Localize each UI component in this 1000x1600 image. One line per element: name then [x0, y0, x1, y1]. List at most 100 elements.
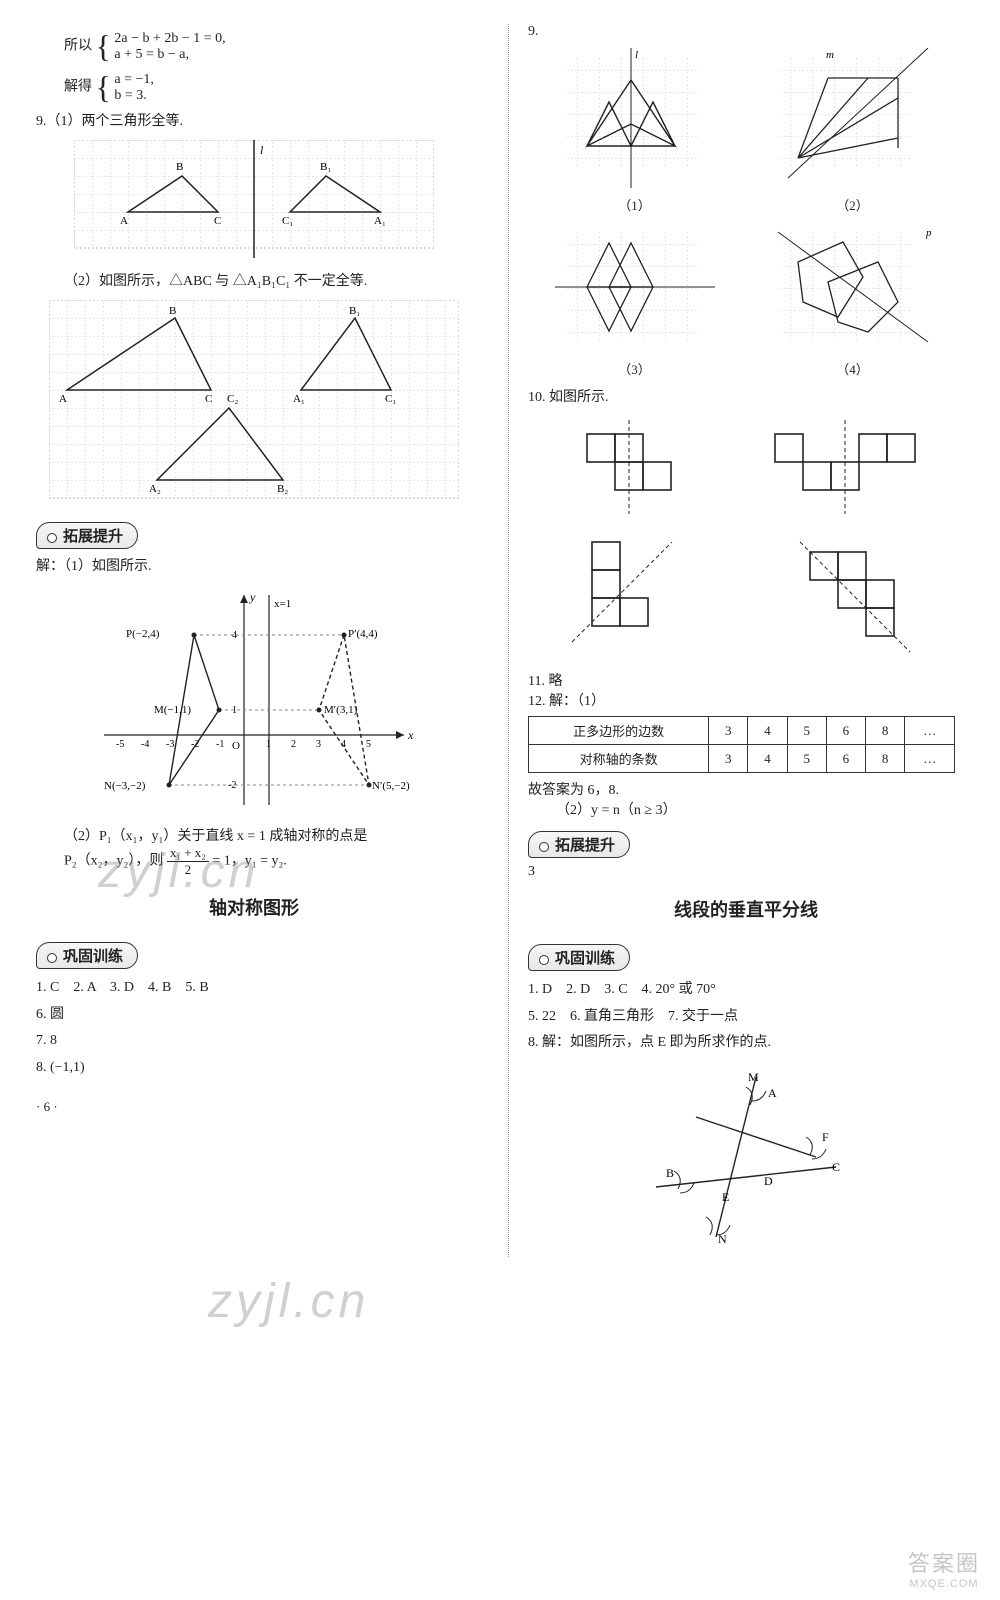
pt-P: P(−2,4)	[126, 628, 160, 640]
brand-watermark: 答案圈 MXQE.COM	[908, 1546, 980, 1590]
ext-part2b-pre: P₂（x₂，y₂），则	[64, 854, 163, 869]
ext-sol-text: 解：（1）如图所示.	[36, 555, 472, 575]
pill-extension-right: 拓展提升	[528, 831, 630, 858]
ext-part2b-post: = 1，y₁ = y₂.	[212, 854, 287, 869]
svg-text:-3: -3	[166, 739, 174, 750]
grid-diagram-1: l A C B A₁ C₁ B₁	[74, 140, 434, 260]
r0c1: 3	[709, 745, 748, 773]
jie-label: 解得	[64, 80, 92, 95]
q9r-label: 9.	[528, 24, 964, 40]
axis-p: p	[925, 227, 932, 239]
right-column: 9. l （1） m	[520, 24, 972, 1257]
ext-part2a: （2）P₁（x₁，y₁）关于直线 x = 1 成轴对称的点是	[64, 825, 472, 845]
lbl-A1: A₁	[374, 215, 386, 227]
c-E: E	[722, 1190, 729, 1204]
pentomino-2	[745, 414, 945, 524]
left-column: 所以 { 2a − b + 2b − 1 = 0, a + 5 = b − a,…	[28, 24, 480, 1257]
polygon-table: 正多边形的边数 3 4 5 6 8 … 对称轴的条数 3 4 5 6 8 …	[528, 716, 955, 773]
svg-text:1: 1	[266, 739, 271, 750]
sol1a: a = −1,	[114, 72, 154, 87]
construction-diagram: M A F B E D C N	[636, 1067, 856, 1247]
q11-text: 11. 略	[528, 670, 964, 690]
pt-Mp: M′(3,1)	[324, 704, 358, 716]
pt-M: M(−1,1)	[154, 704, 191, 716]
svg-text:-4: -4	[141, 739, 149, 750]
g2-A: A	[59, 393, 67, 405]
answers-perp: 1. D 2. D 3. C 4. 20° 或 70° 5. 22 6. 直角三…	[528, 977, 964, 1057]
svg-text:x: x	[407, 728, 414, 742]
eq1a: 2a − b + 2b − 1 = 0,	[114, 31, 225, 46]
ans-perp-l2: 5. 22 6. 直角三角形 7. 交于一点	[528, 1004, 964, 1031]
pentomino-1	[547, 414, 707, 524]
watermark-2: zyjl.cn	[208, 1274, 369, 1329]
g2-C1: C₁	[385, 393, 396, 405]
pill-gong-right: 巩固训练	[528, 944, 630, 971]
frac-num: x₁ + x₂	[167, 845, 209, 862]
vline-label: x=1	[274, 598, 291, 610]
pt-Np: N′(5,−2)	[372, 780, 410, 792]
frac-den: 2	[167, 862, 209, 878]
q10-text: 10. 如图所示.	[528, 386, 964, 406]
r0c5: 8	[866, 745, 905, 773]
q12-2: （2）y = n（n ≥ 3）	[556, 799, 964, 819]
pt-N: N(−3,−2)	[104, 780, 146, 792]
th-1: 3	[709, 717, 748, 745]
th-5: 8	[866, 717, 905, 745]
r0c3: 5	[787, 745, 826, 773]
g2-A1: A₁	[293, 393, 305, 405]
th-2: 4	[748, 717, 787, 745]
q9-part2-text: （2）如图所示，△ABC 与 △A₁B₁C₁ 不一定全等.	[64, 270, 472, 290]
g2-B2: B₂	[277, 483, 288, 495]
ext-part2b: P₂（x₂，y₂），则 x₁ + x₂ 2 = 1，y₁ = y₂.	[64, 845, 472, 878]
c-D: D	[764, 1174, 773, 1188]
section-title-perp: 线段的垂直平分线	[528, 896, 964, 922]
r0c0: 对称轴的条数	[529, 745, 709, 773]
brand2: MXQE.COM	[908, 1578, 980, 1590]
equation-system-1: 所以 { 2a − b + 2b − 1 = 0, a + 5 = b − a,	[64, 28, 472, 65]
lbl-B1: B₁	[320, 161, 331, 173]
g2-C2: C₂	[227, 393, 238, 405]
g2-B: B	[169, 305, 176, 317]
pentomino-4	[760, 532, 940, 662]
section-title-axis: 轴对称图形	[36, 894, 472, 920]
c-B: B	[666, 1166, 674, 1180]
table-row: 对称轴的条数 3 4 5 6 8 …	[529, 745, 955, 773]
axis-m: m	[826, 49, 834, 61]
r0c2: 4	[748, 745, 787, 773]
grid-diagram-2: A C B C₂ A₁ C₁ B₁ A₂ B₂	[49, 300, 459, 500]
cap-1: （1）	[555, 195, 715, 214]
lbl-B: B	[176, 161, 183, 173]
ans-perp-l1: 1. D 2. D 3. C 4. 20° 或 70°	[528, 977, 964, 1004]
g2-A2: A₂	[149, 483, 161, 495]
svg-text:-1: -1	[216, 739, 224, 750]
c-C: C	[832, 1160, 840, 1174]
pill-gong-left: 巩固训练	[36, 942, 138, 969]
panel-1: l （1）	[555, 48, 715, 214]
th-6: …	[905, 717, 955, 745]
ans-a7: 7. 8	[36, 1028, 472, 1055]
equation-solution: 解得 { a = −1, b = 3.	[64, 69, 472, 106]
panel-2: m （2）	[768, 48, 938, 214]
ans-perp-8: 8. 解：如图所示，点 E 即为所求作的点.	[528, 1030, 964, 1057]
column-separator	[508, 24, 509, 1257]
svg-text:-5: -5	[116, 739, 124, 750]
page-number: · 6 ·	[36, 1099, 472, 1115]
pentomino-3	[552, 532, 712, 662]
g2-B1: B₁	[349, 305, 360, 317]
cap-2: （2）	[768, 195, 938, 214]
c-F: F	[822, 1130, 829, 1144]
th-0: 正多边形的边数	[529, 717, 709, 745]
lbl-C1: C₁	[282, 215, 293, 227]
ext-ans-right: 3	[528, 864, 964, 880]
axis-l: l	[635, 49, 638, 61]
panel-3: （3）	[555, 222, 715, 378]
svg-text:O: O	[232, 740, 240, 752]
svg-text:3: 3	[316, 739, 321, 750]
cap-3: （3）	[555, 359, 715, 378]
q9-part1-text: 9.（1）两个三角形全等.	[36, 110, 472, 130]
ans-a6: 6. 圆	[36, 1002, 472, 1029]
svg-text:2: 2	[291, 739, 296, 750]
g2-C: C	[205, 393, 212, 405]
c-M: M	[748, 1070, 759, 1084]
pill-extension-left: 拓展提升	[36, 522, 138, 549]
